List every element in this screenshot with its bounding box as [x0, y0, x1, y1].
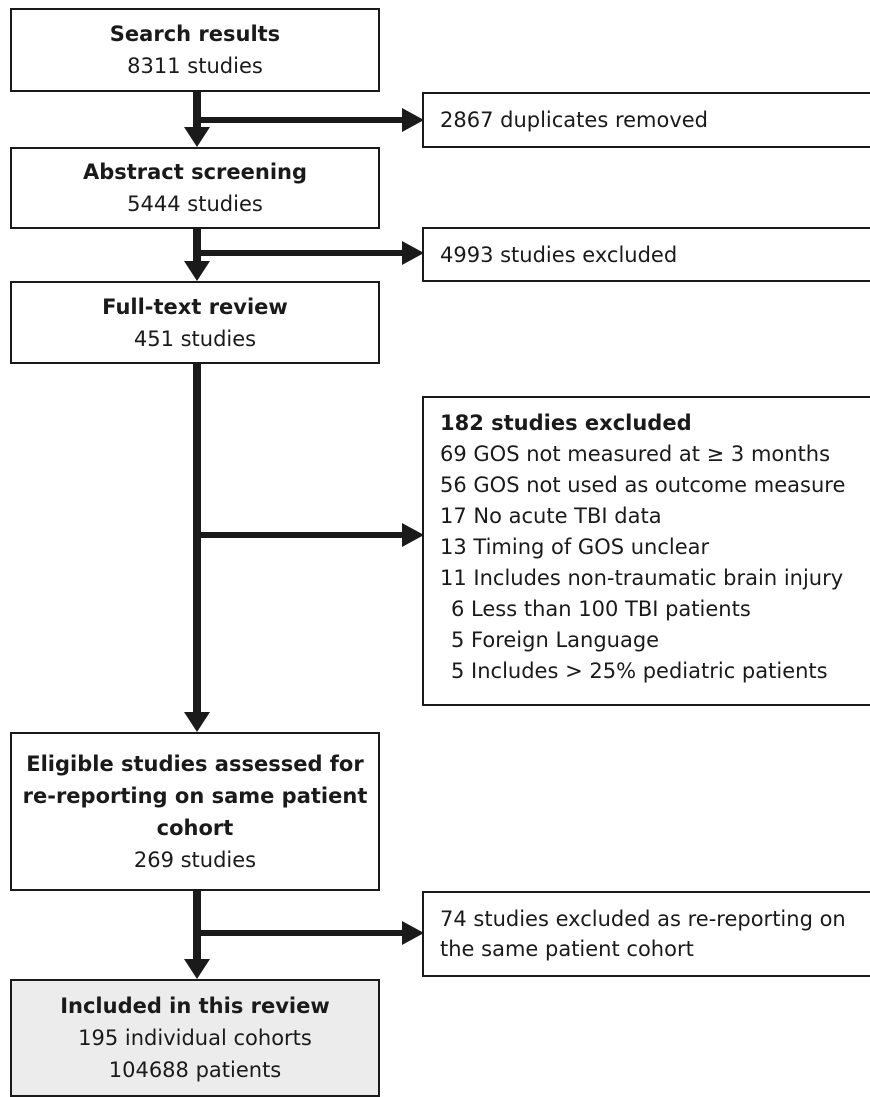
rereporting-excluded-box: 74 studies excluded as re-reporting on t… [422, 891, 870, 977]
included-patients: 104688 patients [108, 1058, 282, 1082]
abstract-screening-count: 5444 studies [127, 192, 263, 216]
arrowhead-to-duplicates [402, 108, 424, 132]
exclusion-reason: 5 Includes > 25% pediatric patients [451, 659, 828, 683]
fulltext-excluded-header: 182 studies excluded [440, 411, 692, 435]
arrowhead-to-abstract-excluded [402, 241, 424, 265]
included-cohorts: 195 individual cohorts [78, 1026, 312, 1050]
exclusion-reason: 11 Includes non-traumatic brain injury [440, 566, 844, 590]
arrowhead-to-included [184, 959, 210, 979]
full-text-review-title: Full-text review [102, 294, 288, 319]
eligible-title-line1: Eligible studies assessed for [26, 751, 364, 776]
full-text-review-count: 451 studies [133, 326, 257, 351]
abstract-screening-title: Abstract screening [82, 160, 308, 184]
included-box: Included in this review 195 individual c… [10, 979, 380, 1097]
arrowhead-to-eligible [184, 712, 210, 732]
exclusion-reason: 69 GOS not measured at ≥ 3 months [440, 442, 831, 466]
arrowhead-to-abstract [184, 127, 210, 147]
search-results-count: 8311 studies [127, 54, 263, 78]
eligible-title-line3: cohort [156, 815, 234, 840]
search-results-box: Search results 8311 studies [10, 8, 380, 92]
connector-to-abstract-excluded [197, 250, 405, 256]
eligible-title-line2: re-reporting on same patient [22, 783, 368, 808]
exclusion-reason: 5 Foreign Language [451, 628, 660, 652]
exclusion-reason: 13 Timing of GOS unclear [440, 535, 710, 559]
rereporting-line2: the same patient cohort [440, 937, 694, 961]
search-results-title: Search results [109, 22, 281, 46]
abstract-excluded-box: 4993 studies excluded [422, 227, 870, 282]
exclusion-reason: 17 No acute TBI data [440, 504, 662, 528]
connector-abstract-fulltext [193, 229, 201, 266]
arrowhead-to-fulltext [184, 261, 210, 281]
rereporting-line1: 74 studies excluded as re-reporting on [440, 907, 846, 931]
connector-to-fulltext-excluded [197, 532, 405, 538]
eligible-count: 269 studies [133, 847, 257, 872]
connector-eligible-included [193, 891, 201, 963]
connector-to-rereporting-excluded [197, 930, 405, 936]
duplicates-removed-text: 2867 duplicates removed [440, 108, 709, 132]
abstract-screening-box: Abstract screening 5444 studies [10, 147, 380, 229]
exclusion-reason: 6 Less than 100 TBI patients [451, 597, 751, 621]
abstract-excluded-text: 4993 studies excluded [440, 242, 678, 267]
exclusion-reason: 56 GOS not used as outcome measure [440, 473, 846, 497]
connector-to-duplicates [197, 117, 405, 123]
arrowhead-to-rereporting-excluded [402, 921, 424, 945]
full-text-review-box: Full-text review 451 studies [10, 281, 380, 364]
duplicates-removed-box: 2867 duplicates removed [422, 92, 870, 148]
eligible-studies-box: Eligible studies assessed for re-reporti… [10, 732, 380, 891]
connector-search-abstract [193, 92, 201, 132]
fulltext-excluded-box: 182 studies excluded 69 GOS not measured… [422, 396, 870, 706]
connector-fulltext-eligible [193, 364, 201, 716]
arrowhead-to-fulltext-excluded [402, 523, 424, 547]
included-title: Included in this review [60, 994, 330, 1018]
